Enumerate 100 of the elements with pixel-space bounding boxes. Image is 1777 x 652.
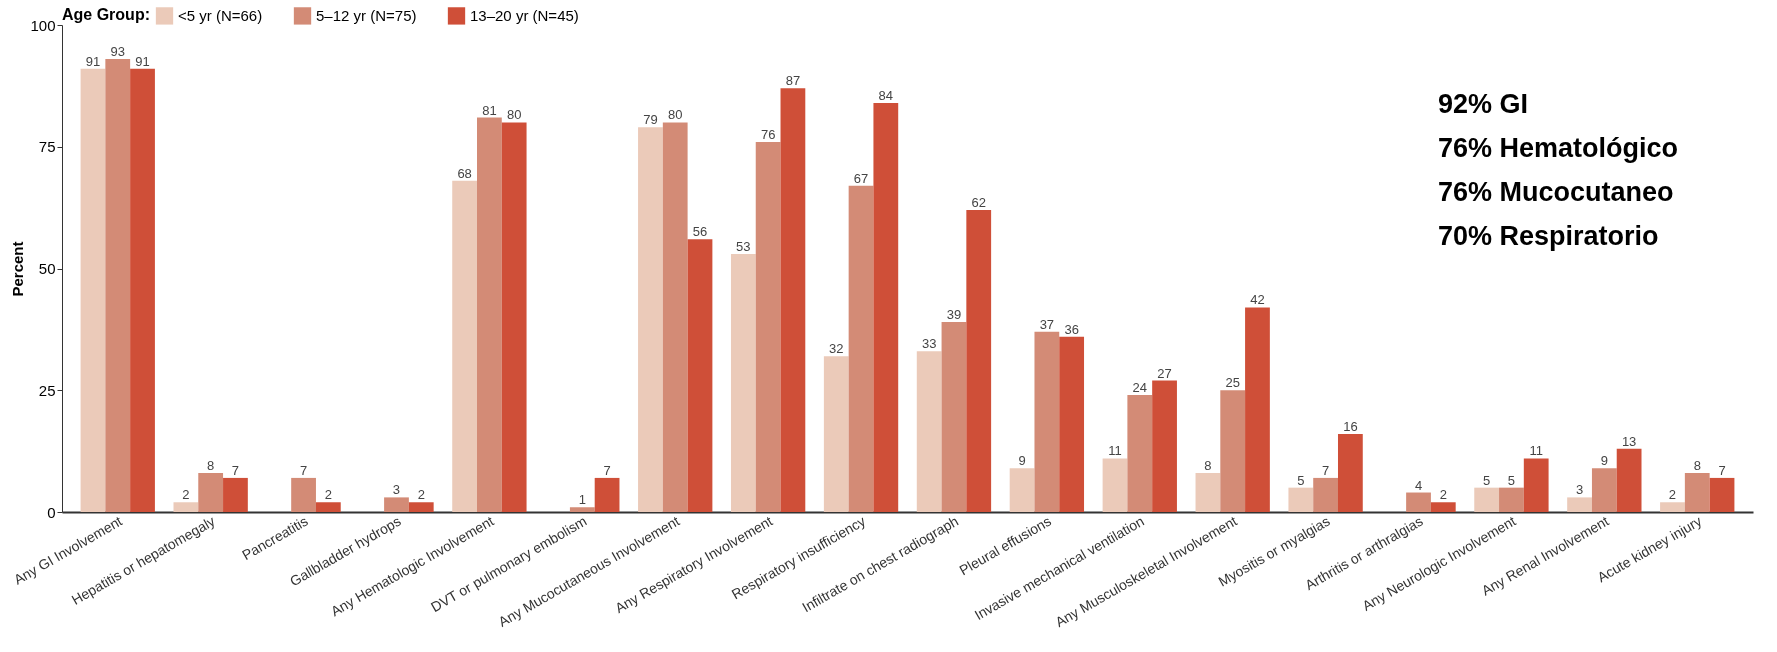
data-label: 32 <box>829 341 844 357</box>
legend-label: <5 yr (N=66) <box>178 6 263 24</box>
bar <box>1288 487 1314 512</box>
data-label: 7 <box>1718 462 1726 478</box>
data-label: 8 <box>207 458 215 474</box>
bar <box>1245 307 1270 512</box>
y-axis-title: Percent <box>9 241 27 297</box>
annotation: 76% Hematológico <box>1438 133 1679 163</box>
bar <box>291 477 316 512</box>
bar <box>873 102 899 512</box>
bar <box>1709 477 1735 512</box>
bar <box>1102 458 1128 512</box>
bar <box>198 473 224 512</box>
data-label: 67 <box>853 170 869 186</box>
y-tick-label: 50 <box>38 260 56 277</box>
data-label: 16 <box>1343 419 1358 435</box>
bar <box>823 356 849 512</box>
bar <box>594 477 620 512</box>
legend-title: Age Group: <box>62 6 150 23</box>
data-label: 76 <box>760 126 776 142</box>
data-label: 87 <box>785 73 801 89</box>
data-label: 81 <box>482 102 497 118</box>
bar <box>315 502 341 512</box>
data-label: 4 <box>1414 477 1423 493</box>
data-label: 39 <box>946 307 962 323</box>
bar <box>638 127 663 512</box>
data-label: 62 <box>971 195 986 211</box>
data-label: 5 <box>1297 472 1305 488</box>
data-label: 7 <box>603 462 611 478</box>
data-label: 91 <box>85 53 101 69</box>
data-label: 2 <box>1668 487 1677 503</box>
data-label: 37 <box>1039 316 1055 332</box>
bar <box>916 351 942 512</box>
bar <box>662 122 688 512</box>
data-label: 1 <box>578 492 586 508</box>
data-label: 11 <box>1108 443 1122 459</box>
bar <box>1059 336 1085 512</box>
data-label: 2 <box>417 487 425 503</box>
data-label: 80 <box>506 107 522 123</box>
data-label: 36 <box>1064 321 1079 337</box>
annotation: 70% Respiratorio <box>1438 221 1659 251</box>
data-label: 33 <box>921 336 937 352</box>
data-label: 93 <box>110 44 125 60</box>
bar <box>1195 473 1221 512</box>
bar <box>1684 473 1710 512</box>
y-tick-label: 0 <box>47 503 56 521</box>
bar <box>1591 468 1617 512</box>
y-tick-label: 25 <box>38 381 56 399</box>
y-tick-label: 75 <box>38 138 56 156</box>
bar <box>1474 487 1500 512</box>
data-label: 91 <box>135 53 150 69</box>
data-label: 11 <box>1529 443 1543 459</box>
bar <box>966 210 992 512</box>
bar <box>501 122 527 512</box>
data-label: 53 <box>736 238 751 254</box>
bar <box>780 88 806 512</box>
data-label: 8 <box>1693 458 1701 474</box>
data-label: 27 <box>1157 365 1172 381</box>
bar <box>1337 434 1363 512</box>
bar <box>1034 331 1060 512</box>
bar <box>1009 468 1035 512</box>
data-label: 3 <box>1575 482 1584 498</box>
annotation: 76% Mucocutaneo <box>1438 177 1674 207</box>
bar <box>223 477 248 512</box>
data-label: 8 <box>1204 458 1212 474</box>
data-label: 42 <box>1250 292 1265 308</box>
data-label: 5 <box>1483 472 1491 488</box>
bar <box>730 253 756 512</box>
data-label: 5 <box>1507 472 1516 488</box>
data-label: 80 <box>667 107 683 123</box>
data-label: 7 <box>231 462 240 478</box>
bar <box>1313 477 1338 512</box>
bar <box>569 507 595 512</box>
bar <box>687 239 713 512</box>
data-label: 7 <box>299 462 308 478</box>
bar <box>384 497 409 512</box>
data-label: 84 <box>878 87 894 103</box>
bar <box>408 502 434 512</box>
bar <box>1523 458 1549 512</box>
bar <box>1499 487 1524 512</box>
data-label: 7 <box>1321 462 1330 478</box>
bar <box>1430 502 1456 512</box>
bar <box>1127 395 1153 512</box>
bar <box>848 185 874 512</box>
data-label: 13 <box>1621 433 1637 449</box>
bar <box>1567 497 1592 512</box>
bar <box>1660 502 1685 512</box>
data-label: 2 <box>324 487 332 503</box>
bar <box>173 502 199 512</box>
bar <box>477 117 502 512</box>
data-label: 2 <box>182 487 190 503</box>
data-label: 9 <box>1018 453 1026 469</box>
legend-label: 13–20 yr (N=45) <box>470 6 579 24</box>
bar <box>130 68 155 512</box>
legend-label: 5–12 yr (N=75) <box>316 6 417 24</box>
data-label: 79 <box>643 112 658 128</box>
bar <box>941 322 967 512</box>
bar <box>1220 390 1246 512</box>
bar <box>452 180 478 512</box>
data-label: 24 <box>1132 380 1148 396</box>
